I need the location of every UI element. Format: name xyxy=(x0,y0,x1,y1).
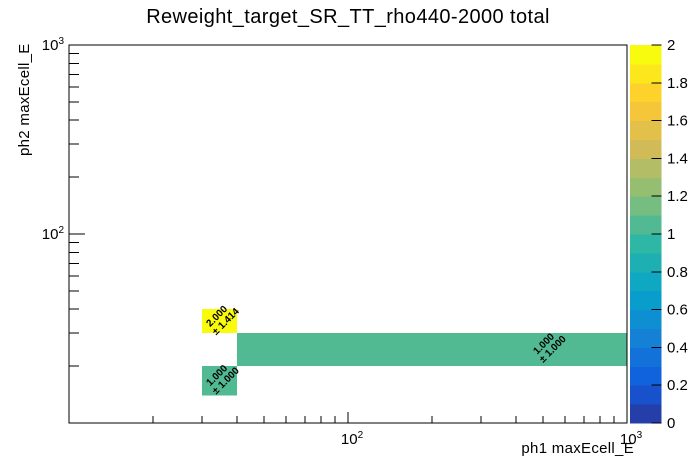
colorbar-step xyxy=(630,63,662,84)
colorbar-step xyxy=(630,120,662,140)
y-axis-tick-label: 102 xyxy=(42,225,65,243)
colorbar-step xyxy=(630,309,662,329)
colorbar-tick-label: 2 xyxy=(667,37,675,54)
heatmap-cell xyxy=(236,332,627,367)
x-axis-tick-label: 103 xyxy=(620,430,643,448)
y-axis-tick-label: 103 xyxy=(42,36,65,54)
x-axis-tick-label: 102 xyxy=(341,430,364,448)
colorbar-step xyxy=(630,404,662,424)
colorbar-step xyxy=(630,158,662,178)
colorbar-tick-label: 1.4 xyxy=(667,150,688,167)
colorbar-tick-label: 0 xyxy=(667,415,675,432)
colorbar-step xyxy=(630,82,662,103)
colorbar-tick-label: 0.4 xyxy=(667,339,688,356)
heatmap-cell xyxy=(202,309,237,333)
colorbar-step xyxy=(630,366,662,386)
colorbar-step xyxy=(630,139,662,159)
colorbar-tick-label: 1.6 xyxy=(667,113,688,130)
colorbar-step xyxy=(630,328,662,348)
colorbar-tick-label: 0.8 xyxy=(667,264,688,281)
heatmap-cell xyxy=(202,366,237,396)
colorbar-tick-label: 1 xyxy=(667,226,675,243)
colorbar-step xyxy=(630,196,662,216)
colorbar-step xyxy=(630,101,662,122)
colorbar-tick-label: 0.2 xyxy=(667,377,688,394)
colorbar-tick-label: 1.8 xyxy=(667,75,688,92)
colorbar-step xyxy=(630,215,662,235)
x-axis-title: ph1 maxEcell_E xyxy=(521,440,634,457)
plot-frame xyxy=(68,44,628,424)
colorbar-step xyxy=(630,252,662,273)
colorbar-step xyxy=(630,45,662,65)
colorbar-step xyxy=(630,290,662,311)
colorbar-step xyxy=(630,347,662,367)
colorbar-step xyxy=(630,271,662,292)
plot-title: Reweight_target_SR_TT_rho440-2000 total xyxy=(146,6,550,28)
colorbar-tick-label: 1.2 xyxy=(667,188,688,205)
colorbar-step xyxy=(630,234,662,254)
colorbar-step xyxy=(630,385,662,405)
colorbar-tick-label: 0.6 xyxy=(667,302,688,319)
colorbar-step xyxy=(630,177,662,197)
